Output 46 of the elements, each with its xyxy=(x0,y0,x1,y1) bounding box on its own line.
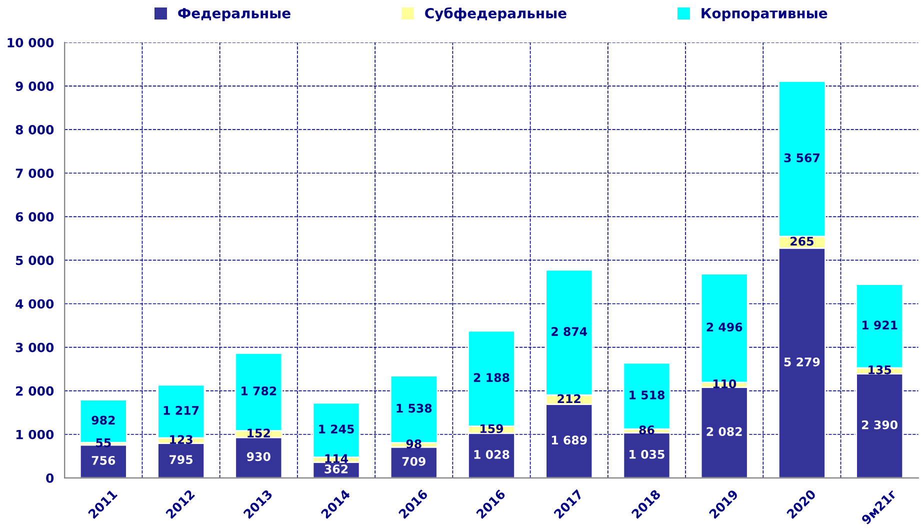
bar xyxy=(700,386,748,478)
data-label: 1 921 xyxy=(862,320,898,330)
legend-label: Корпоративные xyxy=(702,8,828,22)
y-tick-label: 3 000 xyxy=(16,342,54,352)
data-label: 2 082 xyxy=(706,427,742,436)
data-label: 1 518 xyxy=(630,390,664,400)
data-label: 5 279 xyxy=(784,357,820,366)
data-label: 1 245 xyxy=(319,424,354,434)
data-label: 3 567 xyxy=(784,153,820,162)
y-tick-label: 1 000 xyxy=(16,430,54,440)
y-tick-label: 10 000 xyxy=(8,38,54,48)
data-label: 1 782 xyxy=(242,386,276,396)
data-label: 756 xyxy=(92,456,116,465)
data-label: 135 xyxy=(868,365,892,374)
y-tick-label: 4 000 xyxy=(16,299,54,309)
y-tick-label: 6 000 xyxy=(16,212,54,222)
data-label: 2 874 xyxy=(552,327,588,336)
data-label: 152 xyxy=(248,428,270,438)
data-label: 1 538 xyxy=(396,404,432,413)
data-label: 110 xyxy=(713,379,736,388)
data-label: 2 188 xyxy=(474,373,510,382)
data-label: 930 xyxy=(246,452,270,462)
data-label: 2 390 xyxy=(862,420,898,430)
data-label: 114 xyxy=(325,454,348,463)
data-label: 362 xyxy=(324,464,348,474)
data-label: 265 xyxy=(790,236,814,246)
y-tick-label: 8 000 xyxy=(16,125,54,134)
data-label: 1 689 xyxy=(552,436,587,445)
data-label: 2 496 xyxy=(706,322,742,332)
data-label: 709 xyxy=(402,456,426,466)
data-label: 123 xyxy=(170,435,192,444)
data-label: 795 xyxy=(170,455,193,464)
data-label: 1 035 xyxy=(630,450,664,459)
data-label: 98 xyxy=(406,439,422,448)
data-label: 1 217 xyxy=(164,406,199,415)
y-tick-label: 0 xyxy=(46,473,54,483)
data-label: 1 028 xyxy=(474,450,510,459)
y-tick-label: 9 000 xyxy=(16,81,54,91)
y-tick-label: 5 000 xyxy=(16,256,54,266)
legend-label: Субфедеральные xyxy=(425,7,566,22)
data-label: 982 xyxy=(92,416,115,425)
legend-label: Федеральные xyxy=(178,8,290,22)
y-tick-label: 2 000 xyxy=(16,386,54,396)
data-label: 212 xyxy=(558,394,580,403)
data-label: 159 xyxy=(480,424,504,434)
y-tick-label: 7 000 xyxy=(16,168,54,178)
